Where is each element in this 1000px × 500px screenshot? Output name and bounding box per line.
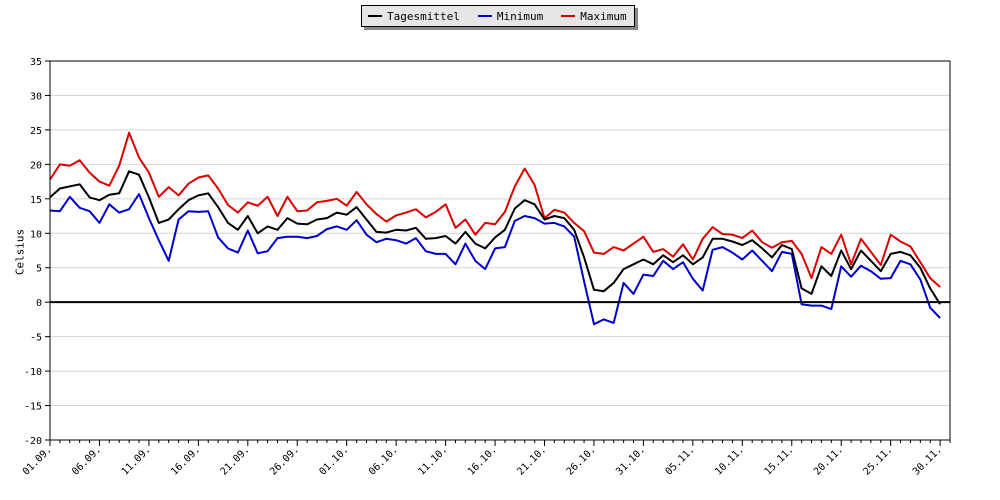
x-tick-label: 16.10. [466, 444, 499, 477]
legend-swatch-minimum [477, 15, 492, 17]
series-line-minimum [49, 193, 941, 326]
x-tick-label: 26.09. [268, 444, 301, 477]
x-axis-ticks: 01.09. 06.09. 11.09. 16.09. 21.09. 26.09. 01.1… [21, 440, 951, 478]
x-tick-label: 06.10. [367, 444, 400, 477]
y-tick-label: -5 [30, 333, 42, 344]
x-tick-label: 11.10. [416, 444, 449, 477]
x-tick-label: 16.09. [169, 444, 202, 477]
series-line-maximum [49, 131, 941, 288]
legend-swatch-tagesmittel [368, 15, 382, 17]
x-tick-label: 20.11. [812, 444, 845, 477]
legend-item-maximum: Maximum [561, 9, 627, 23]
x-tick-label: 31.10. [614, 444, 647, 477]
y-axis-label: Celsius [13, 228, 27, 276]
y-tick-label: 25 [30, 126, 42, 137]
legend-label-tagesmittel: Tagesmittel [387, 9, 460, 23]
x-tick-label: 25.11. [861, 444, 894, 477]
legend-item-tagesmittel: Tagesmittel [368, 10, 460, 23]
x-tick-label: 01.10. [318, 444, 351, 477]
x-tick-label: 30.11. [911, 444, 944, 477]
series-line-tagesmittel [49, 170, 941, 305]
x-tick-label: 26.10. [565, 444, 598, 477]
legend: Tagesmittel Minimum Maximum [361, 5, 635, 27]
y-axis-ticks: 35 30 25 20 15 10 5 0 -5 -10 -15 -20 [24, 57, 50, 447]
plot-frame [49, 60, 951, 441]
y-tick-label: -15 [24, 402, 42, 413]
x-tick-label: 01.09. [21, 444, 54, 477]
legend-label-maximum: Maximum [580, 9, 627, 23]
x-tick-label: 06.09. [70, 444, 103, 477]
x-tick-label: 21.09. [219, 444, 252, 477]
y-tick-label: -20 [24, 436, 42, 447]
legend-swatch-maximum [561, 15, 576, 17]
y-tick-label: 5 [36, 264, 42, 275]
y-tick-label: 10 [30, 229, 42, 240]
series-lines [49, 131, 941, 326]
y-tick-label: 35 [30, 57, 42, 68]
x-tick-label: 11.09. [120, 444, 153, 477]
x-tick-label: 15.11. [763, 444, 796, 477]
legend-label-minimum: Minimum [496, 9, 544, 23]
y-tick-label: 30 [30, 91, 42, 102]
y-tick-label: -10 [24, 367, 42, 378]
legend-item-minimum: Minimum [477, 9, 544, 23]
y-tick-label: 15 [30, 195, 42, 206]
x-tick-label: 10.11. [713, 444, 746, 477]
y-tick-label: 0 [36, 298, 42, 309]
y-tick-label: 20 [30, 160, 42, 171]
grid-lines [50, 60, 950, 441]
x-tick-label: 05.11. [664, 444, 697, 477]
x-tick-label: 21.10. [515, 444, 548, 477]
